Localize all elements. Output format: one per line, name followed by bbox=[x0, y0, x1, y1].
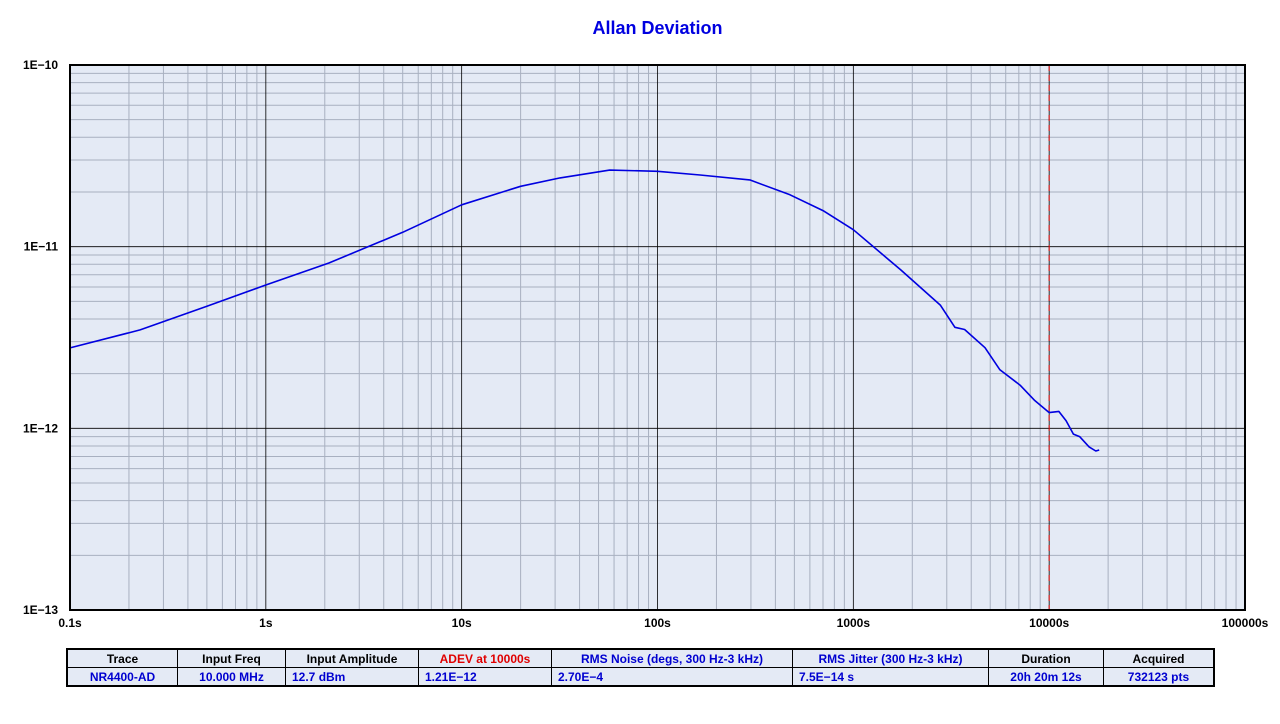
hdr-amp: Input Amplitude bbox=[285, 648, 419, 668]
hdr-jitter: RMS Jitter (300 Hz-3 kHz) bbox=[792, 648, 989, 668]
table-row: NR4400-AD 10.000 MHz 12.7 dBm 1.21E−12 2… bbox=[66, 667, 1215, 687]
hdr-noise: RMS Noise (degs, 300 Hz-3 kHz) bbox=[551, 648, 793, 668]
y-tick-label: 1E−11 bbox=[24, 240, 59, 254]
x-tick-label: 1s bbox=[259, 616, 273, 630]
cell-jitter: 7.5E−14 s bbox=[792, 667, 989, 687]
series-line bbox=[69, 169, 1100, 452]
cell-freq: 10.000 MHz bbox=[177, 667, 286, 687]
hdr-acquired: Acquired bbox=[1103, 648, 1215, 668]
y-tick-label: 1E−13 bbox=[23, 603, 58, 617]
x-tick-label: 0.1s bbox=[58, 616, 82, 630]
cell-noise: 2.70E−4 bbox=[551, 667, 793, 687]
cell-duration: 20h 20m 12s bbox=[988, 667, 1104, 687]
hdr-trace: Trace bbox=[66, 648, 178, 668]
x-tick-label: 1000s bbox=[837, 616, 871, 630]
plot-border bbox=[69, 64, 1246, 611]
hdr-duration: Duration bbox=[988, 648, 1104, 668]
cell-trace: NR4400-AD bbox=[66, 667, 178, 687]
cell-acquired: 732123 pts bbox=[1103, 667, 1215, 687]
cell-amp: 12.7 dBm bbox=[285, 667, 419, 687]
adev-chart: 0.1s 1s 10s 100s 1000s 10000s 100000s 1E−10 1E−1… bbox=[23, 58, 1269, 630]
chart-title: Allan Deviation bbox=[592, 18, 723, 38]
y-tick-label: 1E−12 bbox=[23, 421, 58, 435]
hdr-freq: Input Freq bbox=[177, 648, 286, 668]
x-tick-label: 100000s bbox=[1222, 616, 1269, 630]
summary-table: Trace Input Freq Input Amplitude ADEV at… bbox=[66, 648, 1215, 687]
y-tick-label: 1E−10 bbox=[23, 58, 58, 72]
x-tick-label: 10000s bbox=[1029, 616, 1069, 630]
x-tick-label: 10s bbox=[452, 616, 472, 630]
hdr-adev: ADEV at 10000s bbox=[418, 648, 552, 668]
x-tick-label: 100s bbox=[644, 616, 671, 630]
cell-adev: 1.21E−12 bbox=[418, 667, 552, 687]
